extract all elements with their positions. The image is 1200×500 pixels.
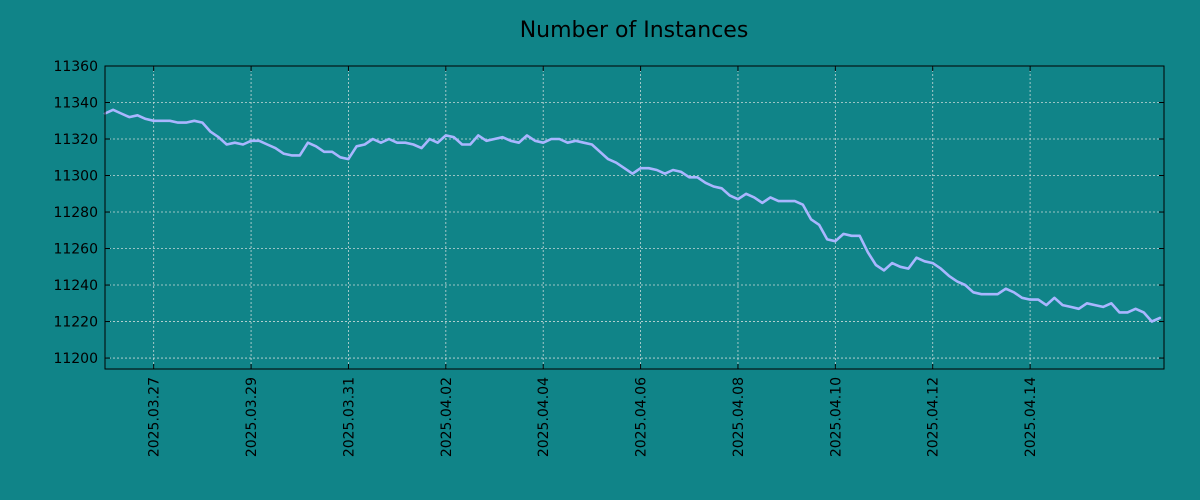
y-tick-label: 11360 [53, 59, 98, 75]
y-tick-label: 11220 [53, 315, 98, 331]
y-tick-label: 11300 [53, 169, 98, 185]
y-tick-label: 11240 [53, 278, 98, 294]
x-tick-label: 2025.04.10 [828, 377, 844, 457]
x-axis: 2025.03.27 2025.03.29 2025.03.31 2025.04.02… [147, 66, 1039, 457]
x-tick-label: 2025.03.29 [244, 377, 260, 457]
y-axis: 11200 11220 11240 11260 11280 11300 11320 11340… [53, 59, 1164, 367]
x-tick-label: 2025.04.04 [536, 377, 552, 457]
x-tick-label: 2025.04.08 [731, 377, 747, 457]
x-tick-label: 2025.04.12 [926, 377, 942, 457]
series-layer [103, 108, 1162, 323]
x-tick-label: 2025.04.06 [634, 377, 650, 457]
chart-title: Number of Instances [520, 18, 749, 43]
x-tick-label: 2025.03.31 [341, 377, 357, 457]
x-tick-label: 2025.04.14 [1023, 377, 1039, 457]
series-line [103, 108, 1162, 323]
x-tick-label: 2025.03.27 [147, 377, 163, 457]
y-tick-label: 11260 [53, 242, 98, 258]
x-tick-label: 2025.04.02 [439, 377, 455, 457]
y-tick-label: 11340 [53, 96, 98, 112]
y-tick-label: 11280 [53, 205, 98, 221]
y-tick-label: 11200 [53, 351, 98, 367]
y-tick-label: 11320 [53, 132, 98, 148]
plot-frame [104, 65, 1165, 370]
